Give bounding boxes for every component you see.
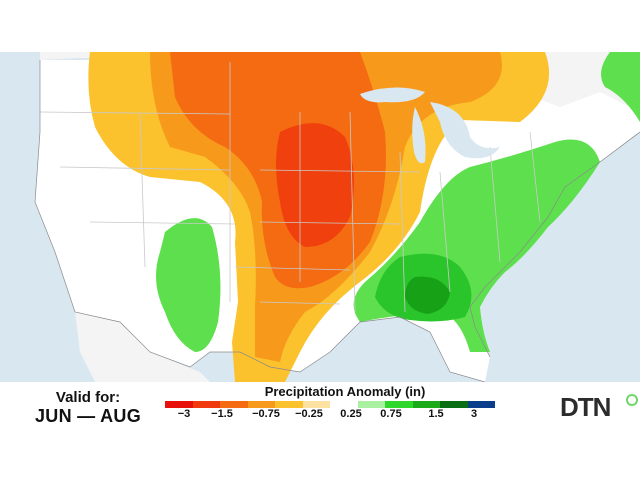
legend-swatch [220,401,248,408]
coastline-outline [34,60,640,382]
legend-swatch [412,401,440,408]
legend-swatch [467,401,495,408]
legend-tick-label: 0.75 [380,408,402,420]
us-coast-line [34,60,640,382]
valid-for-label: Valid for: [55,389,121,406]
legend-swatch [165,401,193,408]
mexico-land [75,312,210,382]
lake-superior [360,87,425,103]
dry-severe-area [276,123,354,247]
legend-tick-label: −0.25 [295,408,323,420]
logo-ring-icon [626,394,638,406]
legend-title: Precipitation Anomaly (in) [264,384,426,399]
legend-swatch [302,401,330,408]
great-lakes [360,87,500,164]
legend-tick-label: 3 [470,408,478,420]
lake-huron-erie [430,102,500,159]
legend-tick-label: −3 [177,408,191,420]
legend-tick-label: 0.25 [340,408,362,420]
wet-light-area-southwest [156,218,221,352]
precipitation-anomaly-map [0,52,640,382]
legend-swatch [275,401,303,408]
lake-michigan [412,107,426,164]
valid-range-label: JUN — AUG [34,406,142,426]
logo-text: DTN [560,392,611,422]
legend-swatch [440,401,468,408]
border-line [39,62,541,313]
legend-swatch [385,401,413,408]
legend-swatch [357,401,385,408]
state-borders [39,62,541,313]
legend-swatch [330,401,358,408]
legend-tick-label: 1.5 [428,408,444,420]
legend-swatch [247,401,275,408]
color-scale-bar [165,401,495,408]
legend-tick-label: −0.75 [252,408,280,420]
wet-anomaly-region [156,52,640,352]
legend-tick-label: −1.5 [211,408,233,420]
legend-swatch [192,401,220,408]
wet-strong-area-southeast [405,276,450,314]
